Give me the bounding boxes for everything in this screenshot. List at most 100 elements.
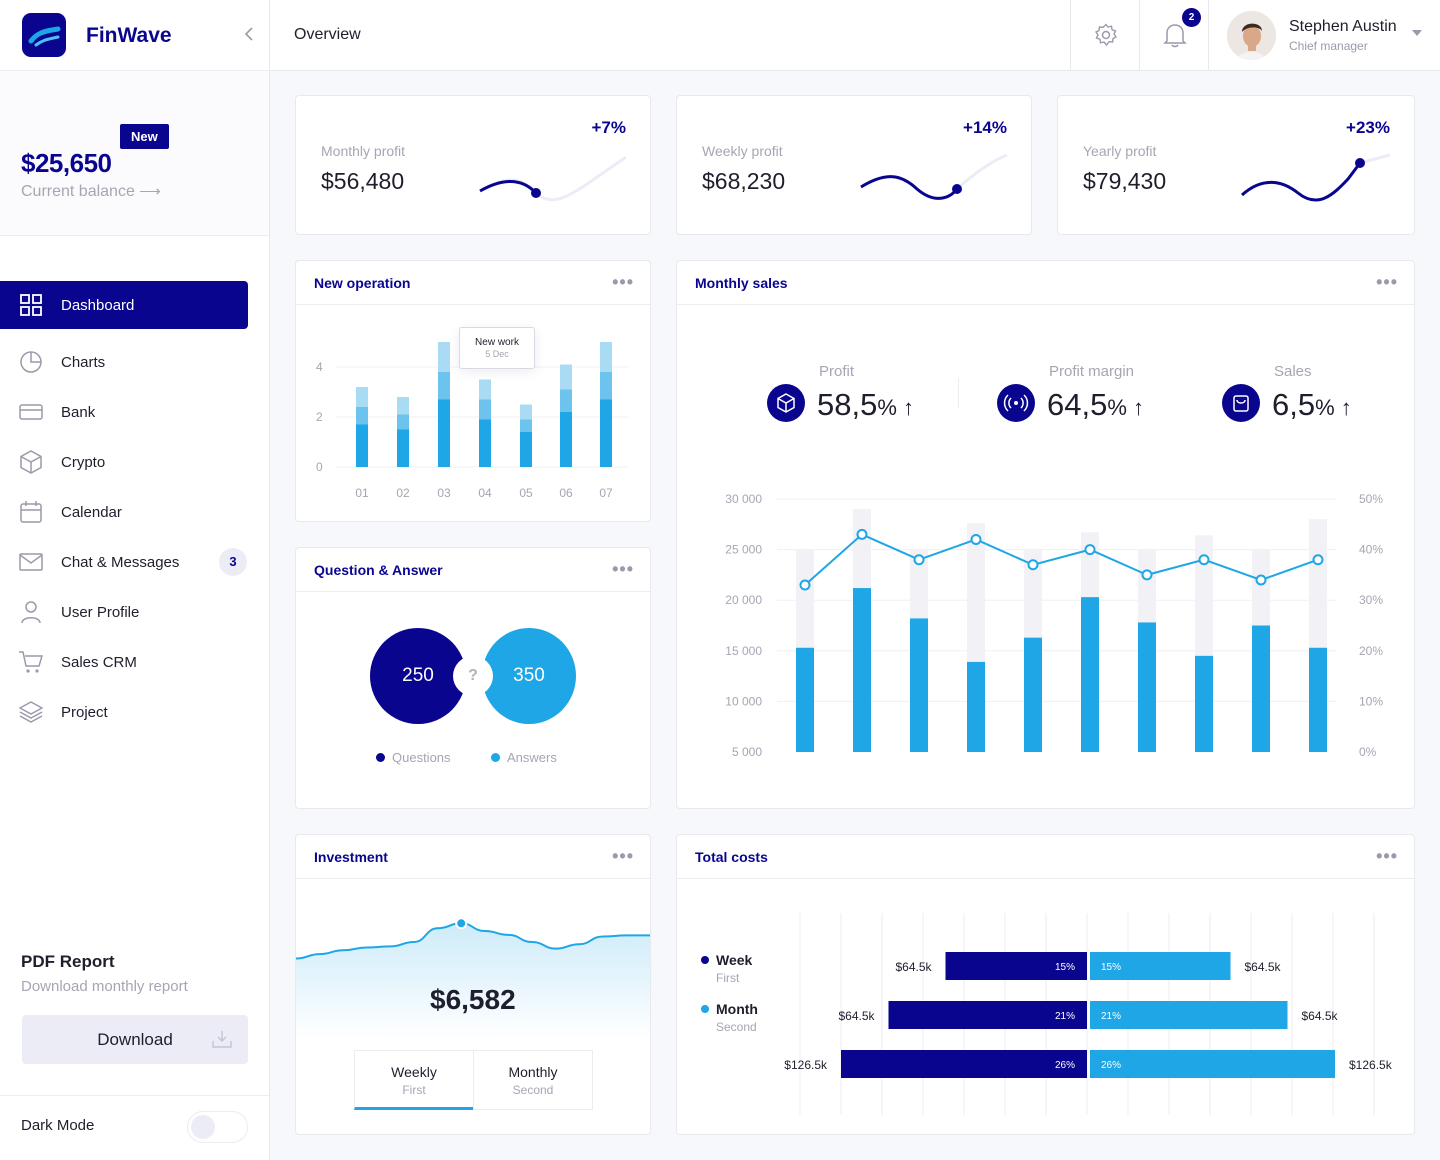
sparkline	[860, 153, 1008, 200]
more-options-icon[interactable]: •••	[612, 559, 634, 579]
tab-weekly[interactable]: Weekly First	[354, 1050, 474, 1110]
bar-segment	[600, 372, 612, 400]
gear-icon	[1094, 23, 1118, 47]
kpi-divider	[958, 378, 959, 408]
y2-tick-label: 20%	[1359, 644, 1383, 658]
finwave-logo[interactable]	[22, 13, 66, 57]
bar-segment	[560, 364, 572, 390]
month-bar-percent: 26%	[1101, 1060, 1121, 1071]
balance-link[interactable]: Current balance ⟶	[21, 182, 161, 201]
sidebar-item-crypto[interactable]: Crypto	[0, 438, 248, 486]
sidebar-item-chat-messages[interactable]: Chat & Messages 3	[0, 538, 248, 586]
chevron-down-icon[interactable]	[1412, 30, 1422, 36]
sidebar-item-user-profile[interactable]: User Profile	[0, 588, 248, 636]
sales-bar	[1138, 622, 1156, 752]
peak-point	[455, 917, 468, 930]
pdf-report-subtitle: Download monthly report	[21, 978, 188, 995]
stat-label: Yearly profit	[1083, 143, 1157, 159]
investment-chart	[296, 917, 650, 1039]
bar-segment	[356, 387, 368, 407]
kpi-number: 6,5	[1272, 387, 1316, 422]
sidebar-item-sales-crm[interactable]: Sales CRM	[0, 638, 248, 686]
mail-icon	[19, 553, 43, 571]
settings-button[interactable]	[1070, 0, 1139, 70]
arrow-right-icon: ⟶	[139, 183, 161, 200]
kpi-value: 6,5% ↑	[1272, 387, 1352, 423]
month-bar	[1090, 1001, 1288, 1029]
monthly-sales-chart: 5 000 0% 10 000 10% 15 000 20% 20 000 30% 25 000…	[725, 492, 1383, 759]
nav-label: Dashboard	[61, 296, 135, 314]
download-button[interactable]: Download	[22, 1015, 248, 1064]
month-bar-value: $64.5k	[1302, 1009, 1339, 1023]
more-options-icon[interactable]: •••	[612, 272, 634, 292]
stat-card-weekly: +14% Weekly profit $68,230	[676, 95, 1032, 235]
bar-segment	[520, 432, 532, 467]
sidebar-item-project[interactable]: Project	[0, 688, 248, 736]
x-tick-label: 03	[437, 486, 451, 500]
x-tick-label: 05	[519, 486, 533, 500]
y2-tick-label: 0%	[1359, 745, 1377, 759]
x-tick-label: 07	[599, 486, 613, 500]
card-header	[296, 548, 650, 592]
month-bar-value: $126.5k	[1349, 1058, 1393, 1072]
week-bar-percent: 15%	[1055, 962, 1075, 973]
week-bar-value: $64.5k	[895, 960, 932, 974]
sparkline	[479, 155, 627, 202]
y-tick-label: 15 000	[725, 644, 762, 658]
legend-label: Week	[716, 952, 753, 968]
x-tick-label: 06	[559, 486, 573, 500]
user-menu[interactable]	[1208, 0, 1440, 70]
brand-name: FinWave	[86, 24, 172, 47]
legend-label: Month	[716, 1001, 758, 1017]
week-bar	[841, 1050, 1087, 1078]
margin-point	[913, 554, 925, 566]
balance-value: $25,650	[21, 148, 112, 178]
legend-sub: Second	[716, 1020, 757, 1034]
nav-label: Charts	[61, 353, 106, 371]
sales-bar	[1252, 625, 1270, 752]
tab-label: Monthly	[508, 1064, 558, 1080]
stat-value: $56,480	[321, 168, 405, 194]
more-options-icon[interactable]: •••	[1376, 272, 1398, 292]
more-options-icon[interactable]: •••	[612, 846, 634, 866]
kpi-value: 58,5% ↑	[817, 387, 914, 423]
collapse-sidebar-icon[interactable]	[243, 26, 255, 47]
margin-point	[1027, 559, 1039, 571]
bar-segment	[479, 379, 491, 400]
sidebar-item-charts[interactable]: Charts	[0, 338, 248, 386]
sidebar-item-dashboard[interactable]: Dashboard	[0, 281, 248, 329]
week-bar-percent: 26%	[1055, 1060, 1075, 1071]
sidebar-item-calendar[interactable]: Calendar	[0, 488, 248, 536]
balance-label: Current balance	[21, 183, 135, 200]
arrow-up-icon: ↑	[1334, 395, 1352, 420]
sales-bar	[1309, 647, 1327, 752]
tab-monthly[interactable]: Monthly Second	[473, 1050, 593, 1110]
more-options-icon[interactable]: •••	[1376, 846, 1398, 866]
sales-bar	[796, 647, 814, 752]
y-tick-label: 0	[316, 460, 323, 474]
y-tick-label: 2	[316, 410, 323, 424]
sidebar-item-bank[interactable]: Bank	[0, 388, 248, 436]
new-operation-card: New operation ••• 0 2 4 01 02 03 04 05 06 07 New …	[295, 260, 651, 522]
card-title: Monthly sales	[695, 275, 788, 291]
sales-bar	[853, 588, 871, 752]
avatar[interactable]	[1227, 11, 1276, 60]
nav-label: Sales CRM	[61, 653, 137, 671]
legend-label: Answers	[507, 750, 557, 765]
kpi-unit: %	[1107, 395, 1127, 420]
divider	[0, 1095, 269, 1096]
bar-segment	[438, 372, 450, 400]
bar-segment	[520, 419, 532, 432]
nav-label: Chat & Messages	[61, 553, 180, 571]
page-title: Overview	[294, 26, 361, 43]
grid-icon	[20, 294, 42, 316]
total-costs-card: Total costs ••• Week First Month Second …	[676, 834, 1415, 1135]
layers-icon	[19, 701, 43, 723]
kpi-number: 58,5	[817, 387, 878, 422]
download-icon	[212, 1031, 232, 1048]
card-title: Total costs	[695, 849, 768, 865]
notifications-button[interactable]	[1139, 0, 1208, 70]
message-count-badge: 3	[219, 548, 247, 576]
nav-label: Project	[61, 703, 108, 721]
